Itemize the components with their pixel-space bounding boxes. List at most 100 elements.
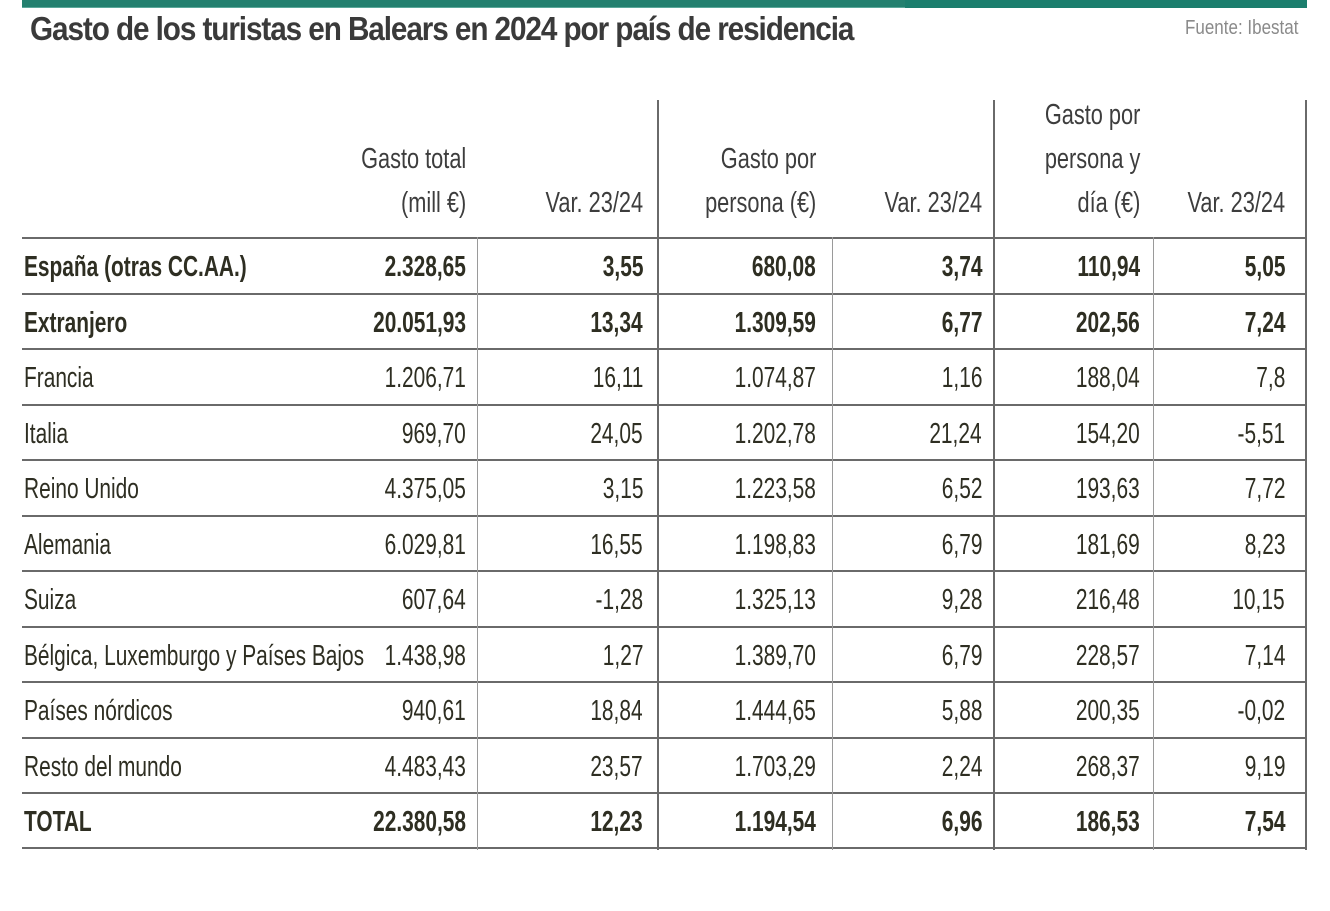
table-row: Reino Unido 4.375,05 3,15 1.223,58 6,52 193,6…	[22, 459, 1307, 514]
table-cell: 1.198,83	[734, 528, 816, 561]
table-cell: 202,56	[1076, 306, 1140, 339]
table-cell: 200,35	[1076, 695, 1140, 727]
table-cell: 21,24	[929, 417, 982, 450]
table-cell: 9,28	[941, 584, 982, 616]
table-cell: 216,48	[1076, 584, 1140, 616]
table-cell: 1.074,87	[734, 362, 816, 394]
table-cell: 16,55	[590, 528, 643, 561]
column-header: Var. 23/24	[1187, 181, 1285, 225]
table-cell: 5,05	[1244, 251, 1285, 283]
table-cell: 5,88	[941, 695, 982, 727]
column-divider	[832, 237, 833, 850]
table-cell: 1.309,59	[734, 306, 816, 339]
table-cell: 228,57	[1076, 639, 1140, 672]
column-header-line: persona y	[1044, 143, 1140, 175]
column-divider	[1153, 237, 1154, 850]
row-label: Alemania	[24, 528, 112, 561]
row-label: Suiza	[24, 584, 77, 616]
row-label: TOTAL	[24, 806, 92, 838]
column-header-line: Var. 23/24	[1187, 187, 1285, 219]
column-divider	[477, 237, 478, 850]
column-header-line: día (€)	[1077, 187, 1140, 219]
table-cell: 268,37	[1076, 750, 1140, 783]
table-cell: 9,19	[1244, 750, 1285, 783]
table-cell: 4.483,43	[384, 750, 466, 783]
table-cell: 7,24	[1244, 306, 1285, 339]
table-cell: 22.380,58	[373, 806, 466, 838]
table-cell: 8,23	[1244, 528, 1285, 561]
table-cell: 12,23	[590, 806, 643, 838]
column-divider	[993, 100, 995, 850]
table-cell: 1.444,65	[734, 695, 816, 727]
table-cell: -1,28	[595, 584, 643, 616]
table-cell: 186,53	[1076, 806, 1140, 838]
table-cell: 969,70	[402, 417, 466, 450]
column-header-line: Var. 23/24	[884, 187, 982, 219]
table-cell: 6,77	[941, 306, 982, 339]
table-cell: 6,79	[941, 528, 982, 561]
table-cell: 7,72	[1244, 473, 1285, 505]
table-cell: 680,08	[752, 251, 816, 283]
table-cell: -0,02	[1237, 695, 1285, 727]
table-cell: 6,96	[941, 806, 982, 838]
column-header: Gasto por persona y día (€)	[1044, 93, 1140, 225]
table-cell: 607,64	[402, 584, 466, 616]
table-cell: 188,04	[1076, 362, 1140, 394]
source-note: Fuente: Ibestat	[1184, 17, 1298, 39]
column-header: Gasto total (mill €)	[361, 137, 466, 225]
row-label: España (otras CC.AA.)	[24, 251, 247, 283]
table-cell: 2,24	[941, 750, 982, 783]
table-cell: 181,69	[1076, 528, 1140, 561]
table-row: Suiza 607,64 -1,28 1.325,13 9,28 216,48 10,15	[22, 570, 1307, 625]
table-cell: 6.029,81	[384, 528, 466, 561]
table-cell: 7,14	[1244, 639, 1285, 672]
table-row: Extranjero 20.051,93 13,34 1.309,59 6,77 202,…	[22, 292, 1307, 348]
column-header: Gasto por persona (€)	[705, 137, 816, 225]
table-cell: 7,8	[1255, 362, 1285, 394]
column-header: Var. 23/24	[884, 181, 982, 225]
column-header-line: Gasto por	[1044, 99, 1140, 131]
table-cell: 1,27	[602, 639, 643, 672]
table-cell: 6,79	[941, 639, 982, 672]
row-label: Italia	[24, 417, 69, 450]
table-cell: 1.438,98	[384, 639, 466, 672]
table-row: España (otras CC.AA.) 2.328,65 3,55 680,08 3…	[22, 237, 1307, 292]
row-label: Extranjero	[24, 306, 128, 339]
row-label: Reino Unido	[24, 473, 139, 505]
table-cell: 3,74	[941, 251, 982, 283]
row-label: Bélgica, Luxemburgo y Países Bajos	[24, 639, 365, 672]
column-header-line: Gasto por	[720, 143, 816, 175]
table-cell: 7,54	[1244, 806, 1285, 838]
row-label: Francia	[24, 362, 94, 394]
table-cell: 1.223,58	[734, 473, 816, 505]
row-label: Países nórdicos	[24, 695, 173, 727]
table-cell: 1.389,70	[734, 639, 816, 672]
table-cell: 3,55	[602, 251, 643, 283]
table-cell: -5,51	[1237, 417, 1285, 450]
table-cell: 24,05	[590, 417, 643, 450]
table-cell: 3,15	[602, 473, 643, 505]
table-cell: 1.703,29	[734, 750, 816, 783]
table-cell: 154,20	[1076, 417, 1140, 450]
table-cell: 940,61	[402, 695, 466, 727]
column-header-line: Var. 23/24	[545, 187, 643, 219]
table-cell: 1,16	[941, 362, 982, 394]
table-row: Alemania 6.029,81 16,55 1.198,83 6,79 181,69 8…	[22, 514, 1307, 570]
table-cell: 2.328,65	[384, 251, 466, 283]
table-cell: 1.202,78	[734, 417, 816, 450]
table-cell: 110,94	[1077, 251, 1140, 283]
table-row: Países nórdicos 940,61 18,84 1.444,65 5,88 20…	[22, 681, 1307, 736]
table-row: Francia 1.206,71 16,11 1.074,87 1,16 188,04 7,…	[22, 348, 1307, 403]
column-header-line: persona (€)	[704, 187, 816, 219]
table-cell: 1.194,54	[734, 806, 816, 838]
table-row: Italia 969,70 24,05 1.202,78 21,24 154,20 -5,5…	[22, 403, 1307, 459]
table-cell: 13,34	[590, 306, 643, 339]
row-label: Resto del mundo	[24, 750, 182, 783]
column-divider	[657, 100, 659, 850]
table-cell: 10,15	[1232, 584, 1285, 616]
table-cell: 6,52	[941, 473, 982, 505]
column-divider	[1305, 100, 1307, 850]
table-row: Resto del mundo 4.483,43 23,57 1.703,29 2,24…	[22, 736, 1307, 792]
column-header-line: Gasto total	[360, 143, 466, 175]
table-cell: 1.206,71	[384, 362, 466, 394]
